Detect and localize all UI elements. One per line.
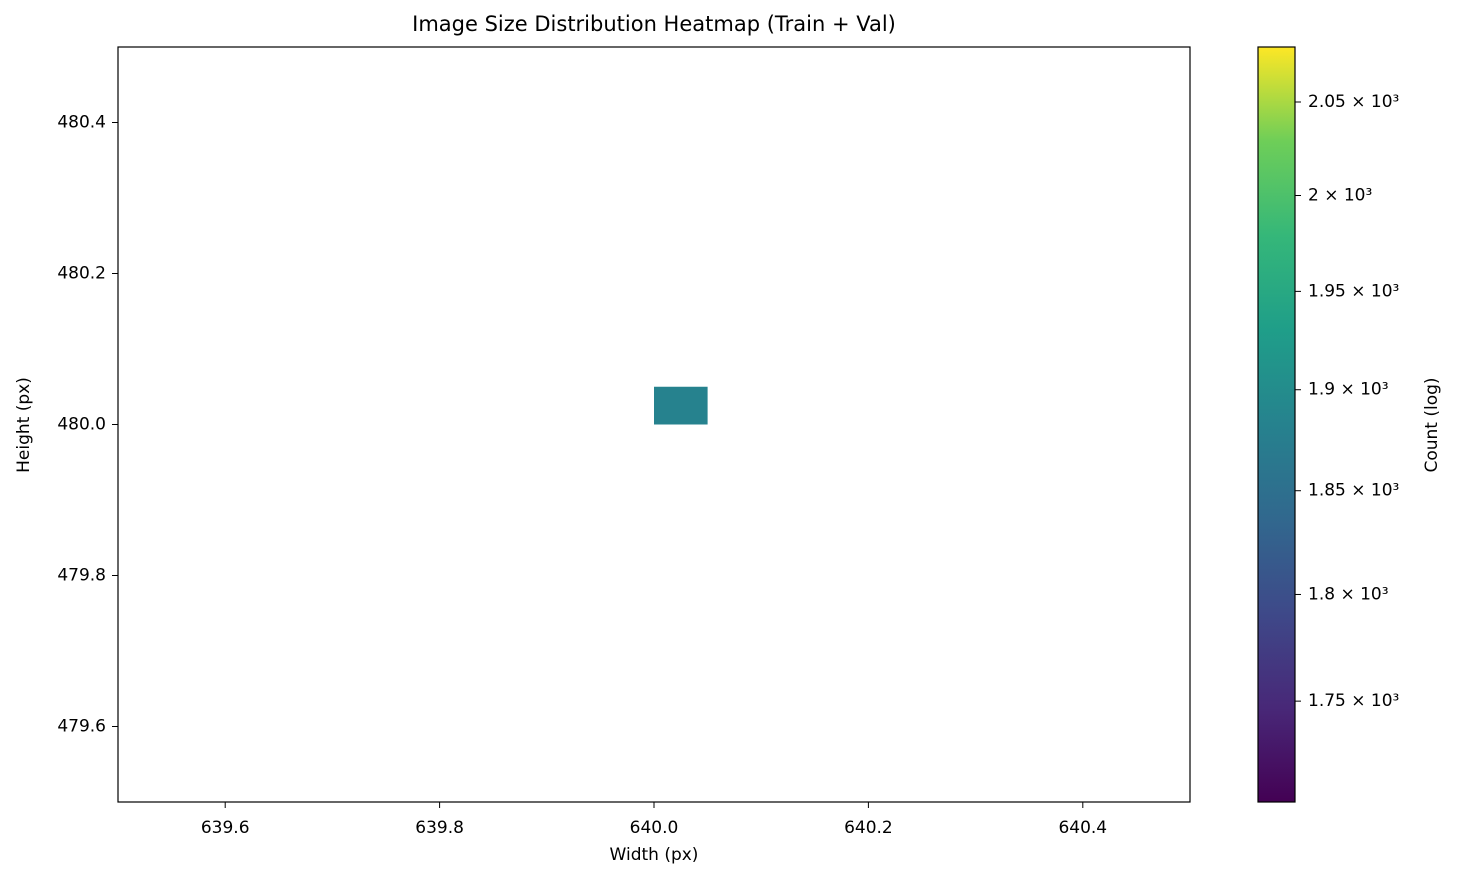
chart-title: Image Size Distribution Heatmap (Train +… bbox=[412, 12, 896, 36]
colorbar-tick-label: 1.8 × 10³ bbox=[1308, 584, 1389, 604]
x-tick-label: 639.8 bbox=[415, 818, 464, 838]
colorbar-tick-label: 2 × 10³ bbox=[1308, 186, 1372, 206]
heatmap-cell bbox=[654, 386, 708, 425]
y-tick-label: 479.8 bbox=[57, 566, 106, 586]
y-axis-label: Height (px) bbox=[14, 377, 34, 473]
y-tick-label: 480.2 bbox=[57, 264, 106, 284]
x-axis-label: Width (px) bbox=[610, 845, 699, 865]
colorbar-tick-label: 1.75 × 10³ bbox=[1308, 691, 1399, 711]
y-tick-label: 480.0 bbox=[57, 415, 106, 435]
colorbar-tick-label: 2.05 × 10³ bbox=[1308, 92, 1399, 112]
colorbar-label: Count (log) bbox=[1422, 377, 1442, 472]
x-tick-label: 639.6 bbox=[201, 818, 250, 838]
x-tick-label: 640.0 bbox=[630, 818, 679, 838]
colorbar-tick-label: 1.9 × 10³ bbox=[1308, 380, 1389, 400]
y-tick-label: 480.4 bbox=[57, 113, 106, 133]
colorbar bbox=[1257, 46, 1296, 803]
y-tick-label: 479.6 bbox=[57, 717, 106, 737]
colorbar-tick-label: 1.95 × 10³ bbox=[1308, 281, 1399, 301]
x-tick-label: 640.2 bbox=[844, 818, 893, 838]
x-tick-label: 640.4 bbox=[1058, 818, 1107, 838]
colorbar-tick-label: 1.85 × 10³ bbox=[1308, 481, 1399, 501]
